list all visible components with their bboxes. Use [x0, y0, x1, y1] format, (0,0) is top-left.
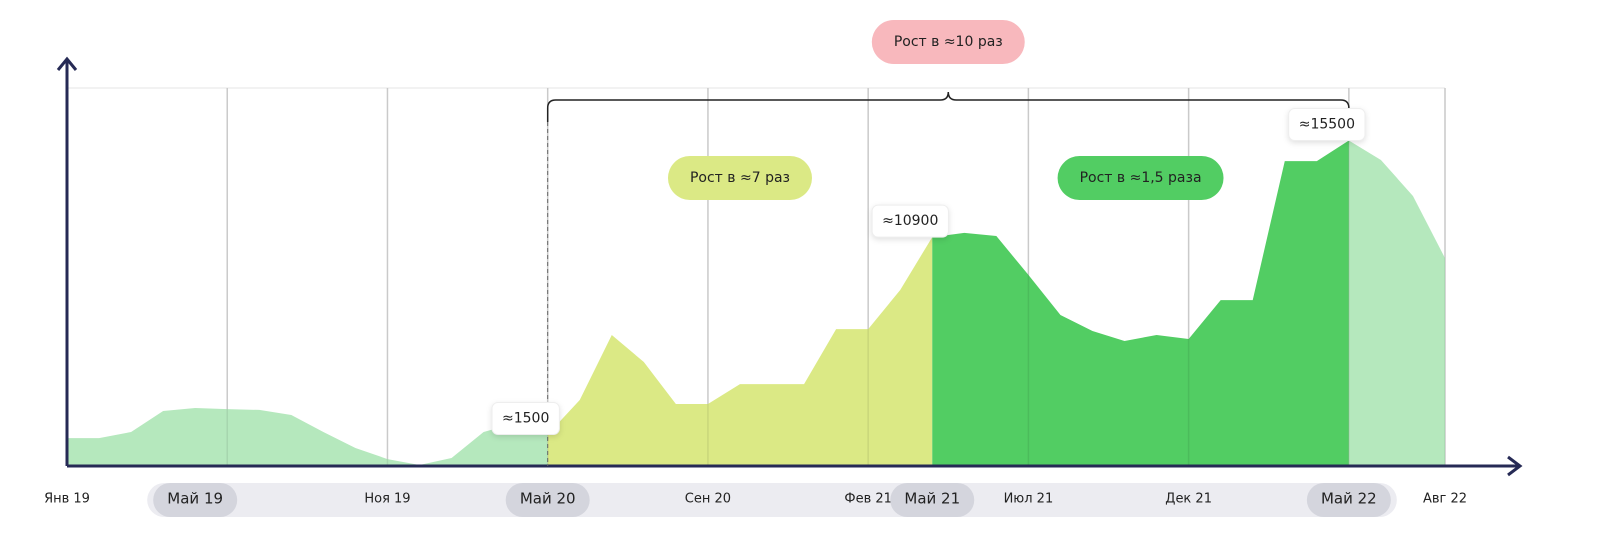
value-label-box [491, 402, 560, 435]
x-tick-label: Фев 21 [844, 492, 892, 507]
area-segment [547, 237, 933, 466]
area-segment [932, 140, 1349, 466]
brace [546, 91, 1350, 122]
label-pill [1306, 483, 1391, 517]
x-tick-label: Янв 19 [44, 492, 90, 507]
x-labels: Янв 19 Май 19 Ноя 19 Май 20 Сен 20 Фев 21 Май … [44, 483, 1467, 517]
areas [66, 88, 1446, 466]
label-band [147, 483, 1397, 517]
label-pill [153, 483, 238, 517]
value-label: ≈10900 [882, 213, 938, 229]
area-segment [67, 408, 548, 466]
x-arrow [1507, 455, 1523, 477]
x-tick-label: Май 19 [167, 490, 223, 508]
y-arrow [56, 56, 78, 71]
x-tick-label: Авг 22 [1423, 492, 1467, 507]
growth-label: Рост в ≈7 раз [690, 170, 790, 186]
growth-label: Рост в ≈10 раз [894, 34, 1003, 50]
x-tick-label: Май 21 [904, 490, 960, 508]
growth-label: Рост в ≈1,5 раза [1080, 170, 1202, 186]
annotations: Рост в ≈7 раз Рост в ≈1,5 раза Рост в ≈10 … [491, 20, 1366, 466]
value-label-box [1288, 108, 1366, 141]
x-tick-label: Сен 20 [685, 492, 731, 507]
value-label-box [871, 204, 949, 238]
growth-pill [667, 156, 812, 200]
x-tick-label: Ноя 19 [364, 492, 410, 507]
label-pill [890, 483, 975, 517]
label-pill [505, 483, 590, 517]
value-label: ≈1500 [502, 411, 549, 427]
x-tick-label: Май 20 [520, 490, 576, 508]
x-tick-label: Июл 21 [1004, 492, 1054, 507]
x-tick-label: Дек 21 [1165, 492, 1212, 507]
area-segment [1348, 140, 1445, 466]
x-tick-label: Май 22 [1321, 490, 1377, 508]
value-label: ≈15500 [1299, 117, 1355, 133]
growth-pill [871, 20, 1025, 64]
growth-pill [1057, 156, 1224, 200]
axes [56, 56, 1523, 477]
